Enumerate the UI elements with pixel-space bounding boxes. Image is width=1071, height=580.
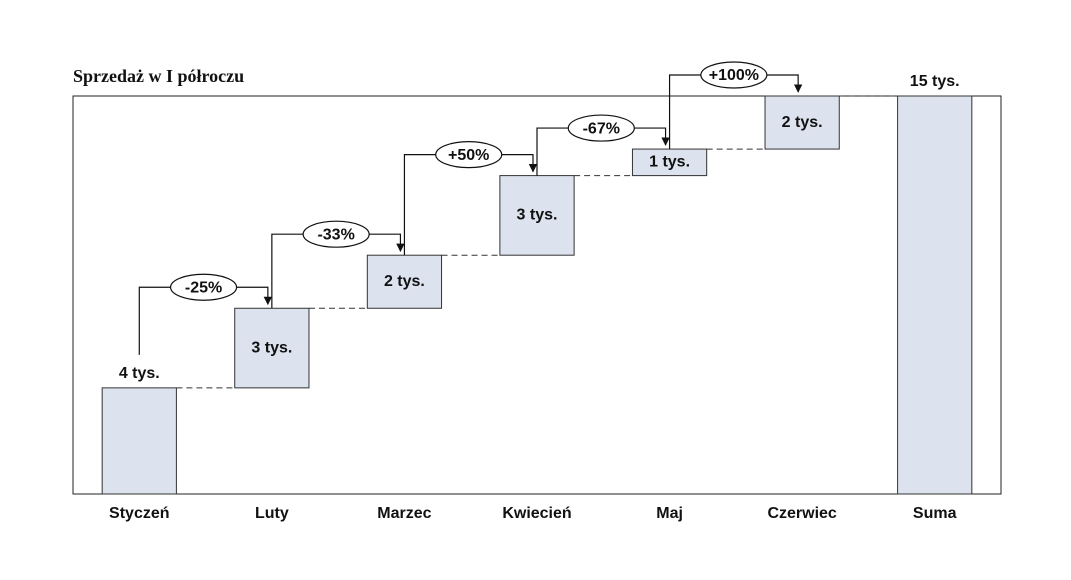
plot-frame (72, 95, 1002, 495)
bar (366, 254, 443, 309)
x-tick-label: Czerwiec (767, 505, 836, 522)
value-label: 2 tys. (384, 273, 425, 290)
x-tick-label: Maj (656, 505, 683, 522)
change-label: -67% (583, 120, 620, 137)
x-tick-label: Kwiecień (502, 505, 571, 522)
change-bubble (435, 141, 503, 169)
change-bubble (567, 114, 635, 142)
value-label: 1 tys. (649, 154, 690, 171)
bar (101, 387, 177, 495)
change-bubble (700, 61, 768, 89)
change-label: -25% (185, 279, 222, 296)
x-tick-label: Marzec (377, 505, 431, 522)
bar (764, 95, 840, 150)
value-label: 4 tys. (119, 365, 160, 382)
change-bubble (302, 220, 370, 248)
value-label: 3 tys. (517, 207, 558, 224)
chart-title: Sprzedaż w I półroczu (73, 66, 244, 86)
bar (897, 95, 973, 495)
x-tick-label: Styczeń (109, 505, 169, 522)
x-tick-label: Luty (255, 505, 289, 522)
change-label: +100% (709, 67, 759, 84)
value-label: 3 tys. (251, 339, 292, 356)
change-bubble (169, 273, 238, 301)
change-label: -33% (317, 226, 354, 243)
value-label: 15 tys. (910, 73, 960, 90)
value-label: 2 tys. (782, 114, 823, 131)
change-label: +50% (448, 147, 489, 164)
x-tick-label: Suma (913, 505, 957, 522)
